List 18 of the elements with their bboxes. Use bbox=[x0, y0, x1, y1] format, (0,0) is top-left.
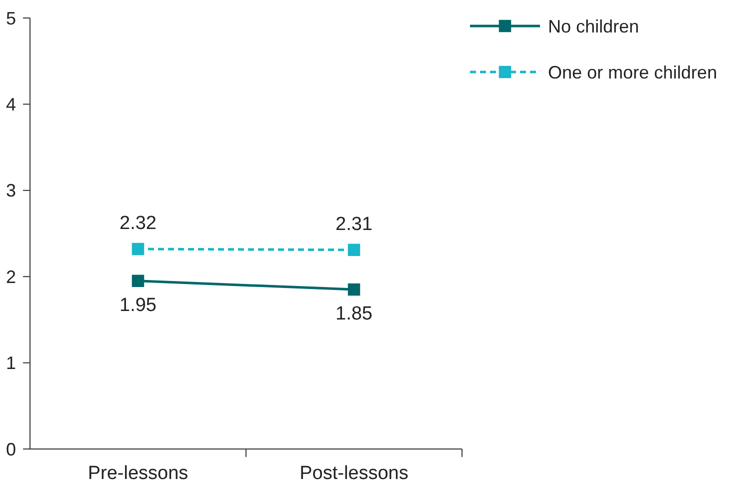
data-label: 2.32 bbox=[120, 213, 156, 234]
point bbox=[348, 244, 360, 256]
point bbox=[132, 274, 144, 288]
y-tick-label: 0 bbox=[6, 439, 16, 460]
x-tick-label: Pre-lessons bbox=[88, 463, 188, 484]
y-tick-label: 3 bbox=[6, 180, 16, 201]
data-label: 1.95 bbox=[120, 294, 156, 316]
y-tick-label: 5 bbox=[6, 8, 16, 28]
data-label: 1.85 bbox=[336, 304, 372, 325]
x-tick-label: Post-lessons bbox=[300, 463, 408, 484]
legend-label: No children bbox=[548, 16, 640, 36]
legend-label: One or more children bbox=[548, 62, 718, 82]
point bbox=[132, 242, 144, 256]
y-tick-label: 4 bbox=[6, 94, 16, 114]
y-tick-label: 1 bbox=[6, 353, 16, 374]
y-tick-label: 2 bbox=[6, 266, 16, 287]
point bbox=[348, 283, 360, 296]
data-label: 2.31 bbox=[336, 214, 372, 235]
